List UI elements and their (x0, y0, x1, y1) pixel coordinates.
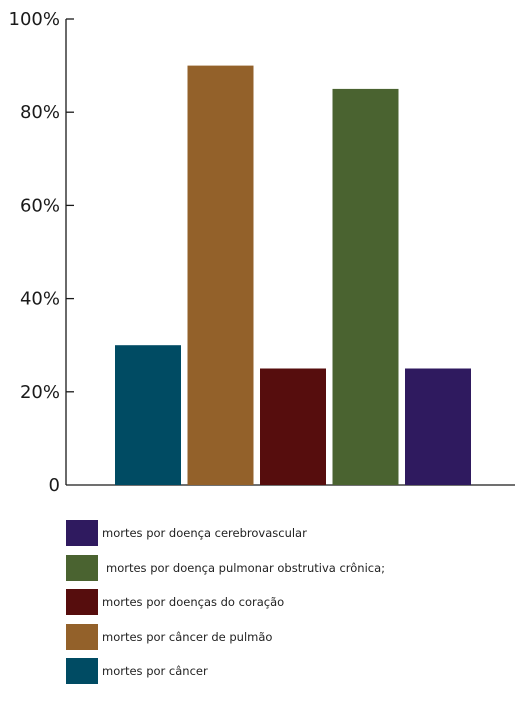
y-tick-label: 40% (20, 289, 60, 310)
legend-item: mortes por doença pulmonar obstrutiva cr… (66, 554, 386, 581)
y-tick-label: 60% (20, 195, 60, 216)
bar (187, 65, 254, 485)
y-tick-label: 20% (20, 382, 60, 403)
bars (115, 65, 471, 486)
legend-item: mortes por doença cerebrovascular (66, 520, 307, 546)
legend-swatch (66, 623, 98, 650)
legend-label: mortes por doenças do coração (102, 595, 285, 609)
bar (260, 368, 326, 485)
legend-swatch (66, 658, 98, 684)
bar-chart: 0 20% 40% 60% 80% 100% (9, 9, 515, 496)
y-tick-label: 0 (49, 475, 60, 496)
bar (405, 368, 471, 485)
legend-label: mortes por doença pulmonar obstrutiva cr… (106, 560, 386, 575)
y-tick-label: 80% (20, 102, 60, 123)
y-axis: 0 20% 40% 60% 80% 100% (9, 9, 74, 496)
legend-label: mortes por câncer (102, 664, 208, 678)
legend-swatch (66, 520, 98, 546)
bar (332, 88, 399, 486)
legend-item: mortes por câncer de pulmão (66, 623, 273, 650)
bar (115, 345, 181, 485)
legend-label: mortes por câncer de pulmão (102, 629, 273, 644)
y-tick-label: 100% (9, 9, 60, 30)
legend-label: mortes por doença cerebrovascular (102, 526, 307, 540)
legend-item: mortes por câncer (66, 658, 208, 684)
legend-swatch (66, 589, 98, 615)
legend-swatch (66, 554, 98, 581)
legend-item: mortes por doenças do coração (66, 589, 284, 615)
